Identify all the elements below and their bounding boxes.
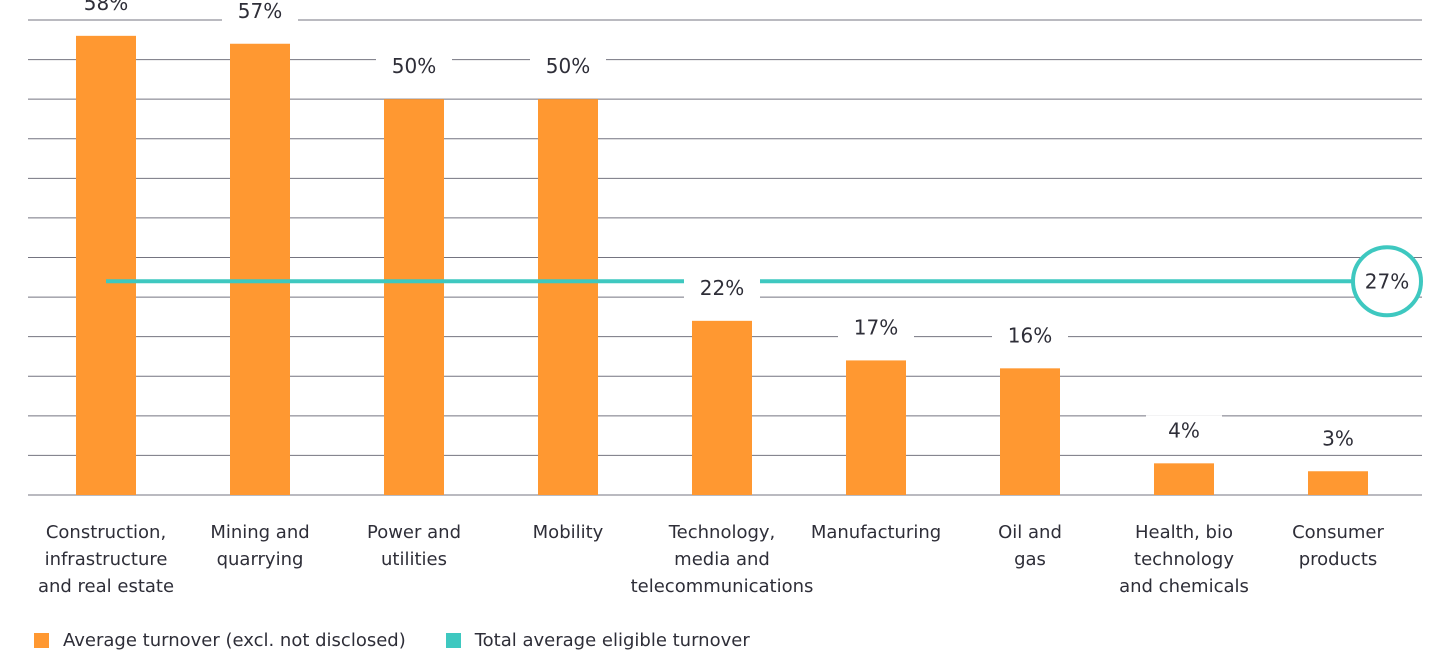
category-label-line: Construction, — [46, 522, 166, 543]
bar — [538, 99, 598, 496]
data-label: 3% — [1322, 426, 1354, 450]
category-label: Mining and quarrying — [210, 522, 309, 570]
data-label-bg — [1300, 423, 1376, 454]
data-label-bg — [222, 0, 298, 26]
data-label: 50% — [392, 54, 436, 78]
bar — [846, 360, 906, 495]
legend: Average turnover (excl. not disclosed) T… — [34, 630, 790, 651]
bar — [384, 99, 444, 496]
data-label: 17% — [854, 315, 898, 339]
category-labels: Construction, infrastructure and real esta… — [38, 522, 1385, 597]
data-label: 58% — [84, 0, 128, 15]
legend-label: Total average eligible turnover — [474, 630, 750, 651]
category-label: Manufacturing — [811, 522, 941, 543]
category-label: Health, bio technology and chemicals — [1119, 522, 1249, 597]
category-label: Technology, media and telecommunications — [631, 522, 814, 597]
legend-item-eligible-turnover: Total average eligible turnover — [445, 630, 750, 651]
bars — [76, 35, 1368, 496]
category-label-line: Health, bio — [1135, 522, 1233, 543]
category-label: Construction, infrastructure and real esta… — [38, 522, 174, 597]
bar — [1308, 471, 1368, 495]
data-label-bg — [1146, 415, 1222, 446]
category-label-line: products — [1299, 549, 1378, 570]
category-label-line: Manufacturing — [811, 522, 941, 543]
legend-label: Average turnover (excl. not disclosed) — [63, 630, 406, 651]
category-label-line: media and — [674, 549, 770, 570]
category-label-line: Consumer — [1292, 522, 1384, 543]
category-label: Mobility — [533, 522, 604, 543]
category-label-line: and real estate — [38, 576, 174, 597]
data-label: 4% — [1168, 418, 1200, 442]
category-label-line: technology — [1134, 549, 1234, 570]
bar — [76, 35, 136, 495]
data-label-bg — [530, 51, 606, 82]
legend-item-average-turnover: Average turnover (excl. not disclosed) — [34, 630, 406, 651]
category-label-line: Technology, — [668, 522, 776, 543]
category-label-line: telecommunications — [631, 576, 814, 597]
data-label-bg — [68, 0, 144, 18]
data-label: 16% — [1008, 323, 1052, 347]
chart-svg: 27% 58% 57% 50% 50% 22% 17% 16% 4% 3% Constructi… — [28, 0, 1423, 597]
bar — [1154, 463, 1214, 495]
category-label-line: quarrying — [217, 549, 304, 570]
reference-label: 27% — [1365, 269, 1409, 293]
bar — [692, 320, 752, 495]
legend-swatch-teal — [445, 633, 461, 648]
category-label-line: infrastructure — [45, 549, 168, 570]
category-label-line: Power and — [367, 522, 461, 543]
data-label-bg — [684, 272, 760, 303]
category-label-line: Mining and — [210, 522, 309, 543]
data-labels: 58% 57% 50% 50% 22% 17% 16% 4% 3% — [68, 0, 1376, 454]
bar — [1000, 368, 1060, 495]
category-label: Oil and gas — [998, 522, 1062, 570]
category-label-line: and chemicals — [1119, 576, 1249, 597]
data-label-bg — [838, 312, 914, 343]
category-label-line: Mobility — [533, 522, 604, 543]
category-label-line: gas — [1014, 549, 1046, 570]
bar — [230, 43, 290, 495]
reference-circle — [1351, 245, 1423, 318]
data-label: 22% — [700, 276, 744, 300]
category-label-line: utilities — [381, 549, 447, 570]
data-label: 50% — [546, 54, 590, 78]
data-label-bg — [992, 320, 1068, 351]
category-label: Consumer products — [1292, 522, 1384, 570]
data-label: 57% — [238, 0, 282, 23]
category-label-line: Oil and — [998, 522, 1062, 543]
category-label: Power and utilities — [367, 522, 461, 570]
data-label-bg — [376, 51, 452, 82]
legend-swatch-orange — [34, 633, 49, 648]
